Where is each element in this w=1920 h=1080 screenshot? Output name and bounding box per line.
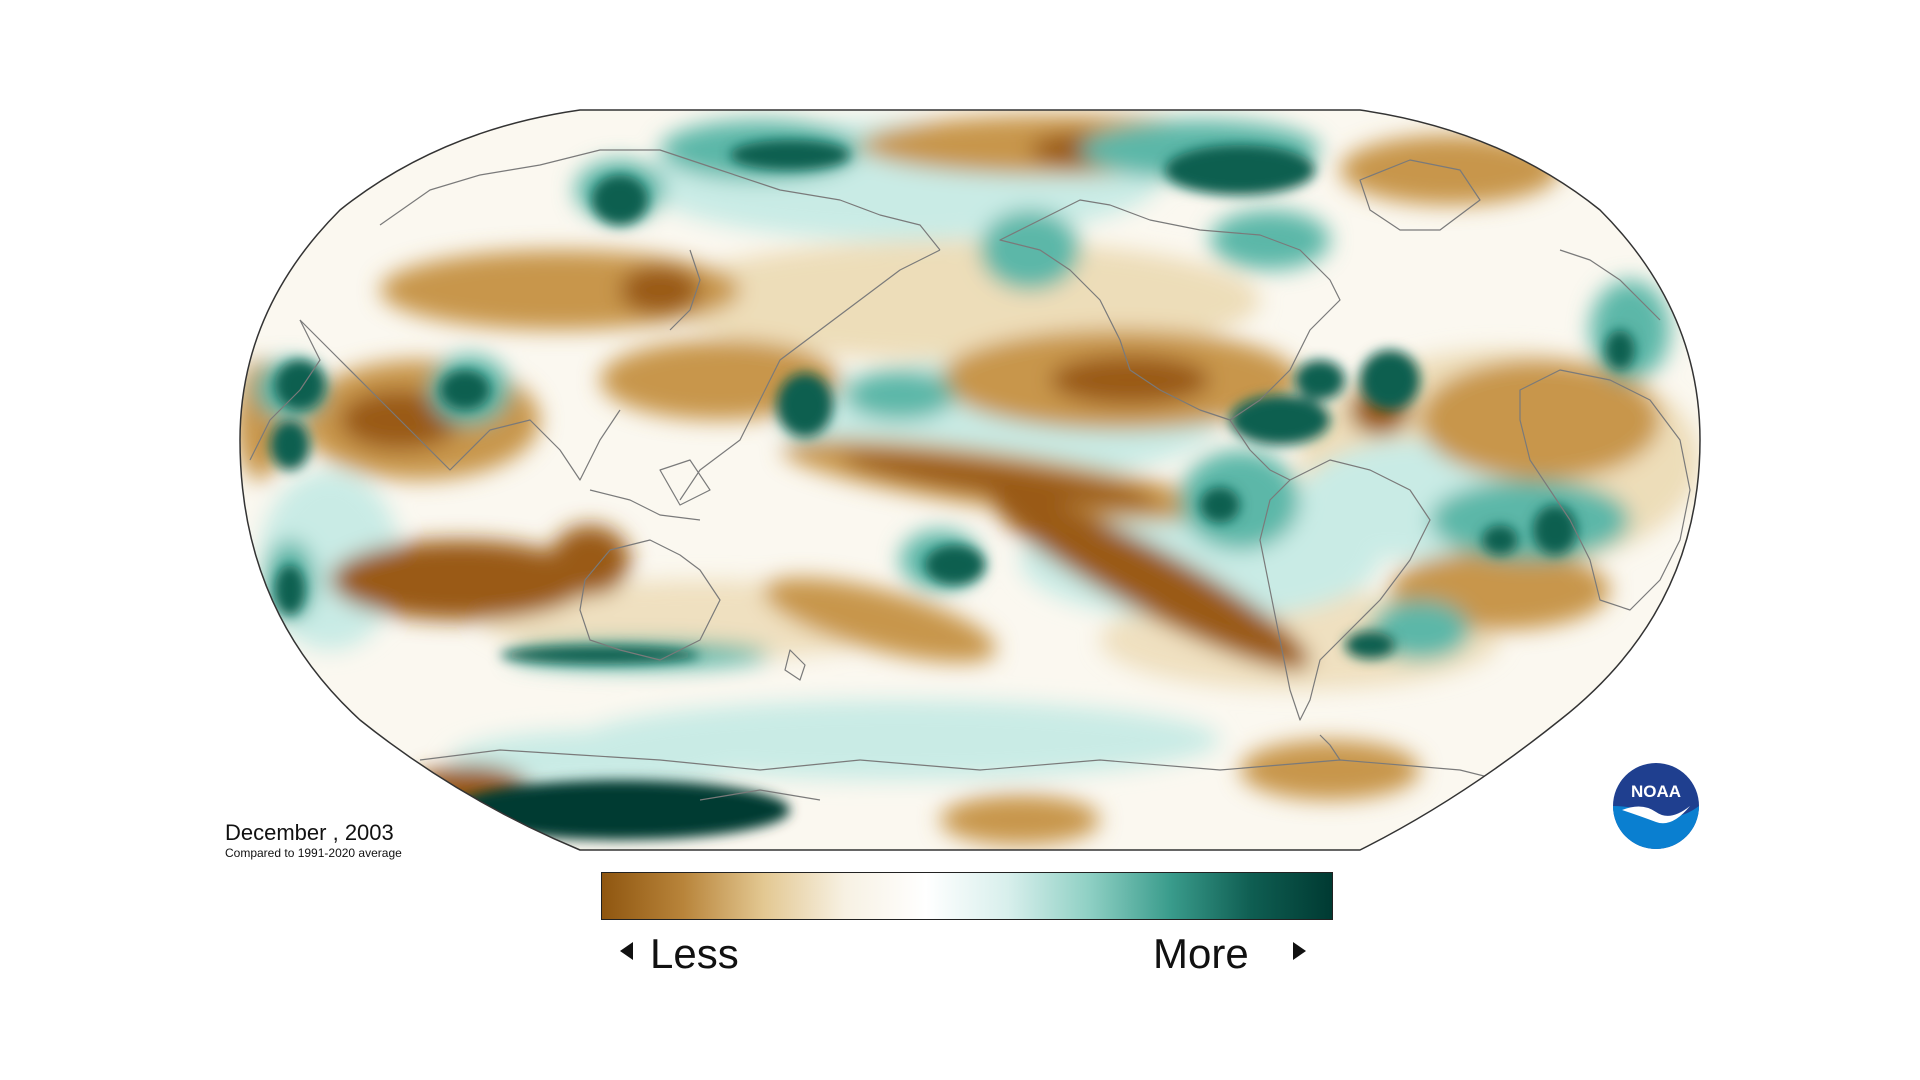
anomaly-patch [275, 565, 305, 615]
more-arrow-icon [1293, 942, 1306, 960]
coastline-arabia [249, 319, 321, 461]
noaa-logo-bird [1622, 806, 1690, 824]
anomaly-patch [450, 780, 790, 840]
anomaly-patch [330, 540, 590, 620]
coastline-indonesia [589, 489, 701, 521]
anomaly-patch [500, 646, 700, 664]
coastline-japan [669, 249, 701, 331]
anomaly-patch [763, 577, 997, 663]
anomaly-patch [1240, 740, 1420, 800]
anomaly-patch [620, 265, 700, 315]
anomaly-patch [660, 240, 1260, 360]
anomaly-patch [1605, 330, 1635, 370]
anomaly-patch [1180, 450, 1300, 550]
coastline-antarctica-ross [699, 789, 821, 801]
coastline-borneo [659, 459, 711, 506]
anomaly-patch [1482, 525, 1518, 555]
anomaly-patch [1420, 360, 1660, 480]
map-baseline-subtitle: Compared to 1991-2020 average [225, 846, 402, 860]
coastline-greenland [1359, 159, 1481, 231]
legend-more-label: More [1153, 930, 1249, 977]
coastlines [249, 149, 1700, 801]
noaa-logo-text: NOAA [1631, 782, 1681, 801]
anomaly-patch [1360, 350, 1420, 410]
anomaly-patch [275, 360, 325, 410]
noaa-logo: NOAA [1613, 763, 1699, 849]
coastline-south-america [1259, 459, 1431, 721]
anomaly-patch [990, 490, 1310, 670]
coastline-antarctic-peninsula [1319, 734, 1341, 761]
anomaly-patch [592, 175, 648, 225]
map-date-title: December , 2003 [225, 820, 394, 845]
coastline-asia-north [379, 149, 941, 251]
coastline-antarctica [419, 749, 1541, 791]
coastline-madagascar [1681, 579, 1700, 621]
anomaly-patch [925, 545, 985, 585]
anomaly-patch [1295, 360, 1345, 400]
coastline-asia-east [679, 249, 941, 501]
legend-less-label: Less [650, 930, 739, 977]
anomaly-strong-field [270, 140, 1635, 840]
anomaly-patch [550, 525, 630, 595]
anomaly-patch [1200, 487, 1240, 523]
map-frame [239, 109, 1701, 851]
anomaly-patch [1533, 505, 1577, 555]
anomaly-patch [777, 373, 833, 437]
coastline-north-america [999, 199, 1341, 421]
anomaly-patch [1590, 280, 1670, 380]
anomaly-patch [1345, 631, 1395, 659]
anomaly-patch [440, 370, 490, 410]
coastline-new-zealand [784, 649, 806, 681]
coastline-australia [579, 539, 721, 661]
coastline-central-america [1229, 419, 1291, 481]
anomaly-patch [845, 370, 955, 420]
anomaly-patch [730, 140, 850, 170]
anomaly-patch [980, 210, 1080, 290]
anomaly-patch [1165, 145, 1315, 195]
anomaly-patch [940, 795, 1100, 845]
color-scale-bar [601, 872, 1333, 920]
coastline-europe [1559, 249, 1661, 321]
anomaly-patch [270, 420, 310, 470]
anomaly-patch [1210, 210, 1330, 270]
anomaly-patch [1430, 480, 1630, 560]
anomaly-patch [1230, 395, 1330, 445]
coastline-south-asia [299, 319, 621, 481]
less-arrow-icon [620, 942, 633, 960]
coastline-africa [1519, 369, 1691, 611]
anomaly-patch [1340, 135, 1560, 205]
anomaly-patch [450, 730, 750, 790]
anomaly-patch [841, 452, 1159, 508]
anomaly-patch [1050, 355, 1210, 405]
